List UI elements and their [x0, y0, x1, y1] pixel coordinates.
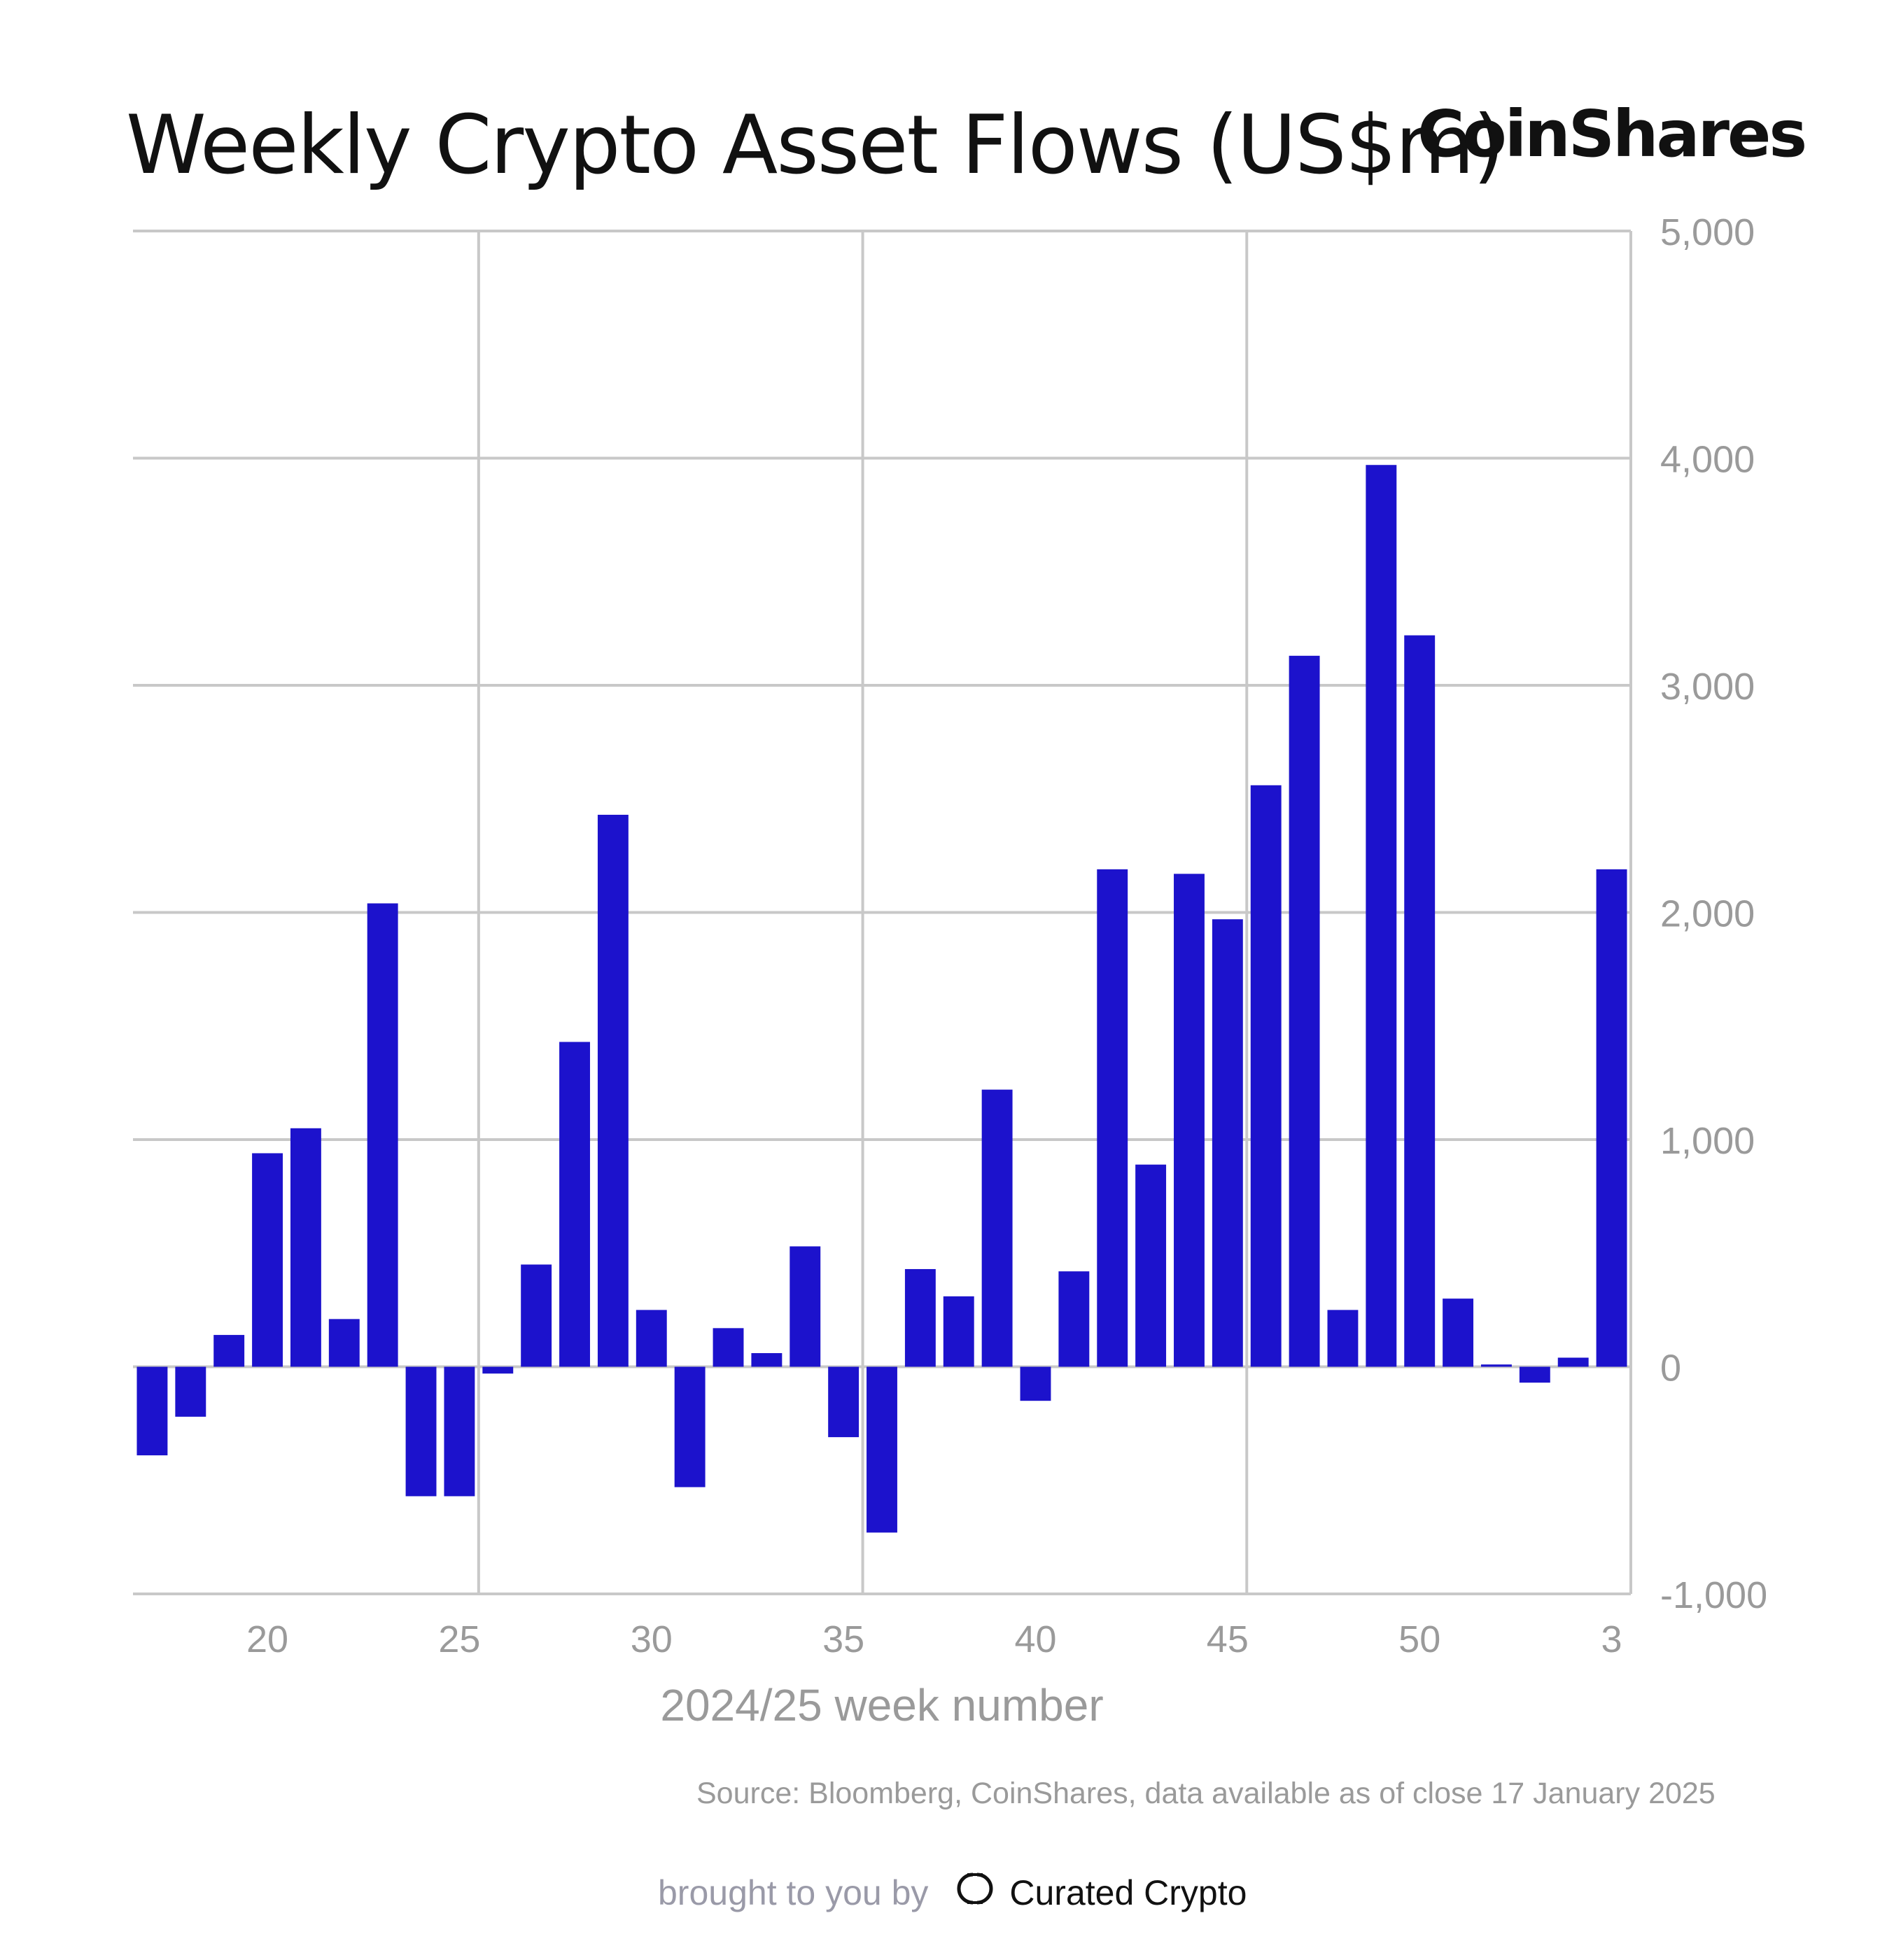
bar-week-36	[867, 1366, 897, 1533]
footer-prefix: brought to you by	[658, 1873, 929, 1912]
x-tick-label: 45	[1207, 1618, 1249, 1660]
bar-week-25	[444, 1366, 475, 1497]
bar-week-30	[636, 1310, 667, 1367]
bar-week-18	[175, 1366, 206, 1417]
curated-crypto-logo-icon	[952, 1870, 998, 1915]
y-tick-label: 1,000	[1660, 1120, 1755, 1162]
bar-week-31	[674, 1366, 706, 1488]
bar-week-33	[751, 1353, 783, 1367]
bar-week-29	[597, 814, 629, 1367]
bar-week-20	[252, 1153, 283, 1367]
x-tick-label: 40	[1014, 1618, 1056, 1660]
bar-week-44	[1174, 874, 1205, 1367]
bar-chart: 5,000 4,000 3,000 2,000 1,000 0 -1,000 20 25 30 3…	[133, 211, 1767, 1730]
bar-week-38	[943, 1296, 974, 1367]
bar-week-37	[904, 1268, 936, 1367]
x-tick-label: 35	[822, 1618, 864, 1660]
bar-week-21	[290, 1128, 321, 1367]
y-tick-label: -1,000	[1660, 1574, 1767, 1616]
bar-week-26	[482, 1366, 514, 1374]
bar-week-22	[328, 1319, 360, 1367]
bar-week-34	[790, 1246, 821, 1367]
y-tick-label: 3,000	[1660, 666, 1755, 708]
bar-week-19	[213, 1335, 245, 1367]
bar-week-24	[405, 1366, 437, 1497]
chart-title: Weekly Crypto Asset Flows (US$m)	[126, 98, 1505, 192]
brand-logo: CoinShares	[1417, 97, 1807, 172]
bar-week-48	[1327, 1310, 1359, 1367]
x-tick-label: 20	[246, 1618, 288, 1660]
bar-week-52	[1481, 1364, 1512, 1367]
x-tick-label: 50	[1398, 1618, 1440, 1660]
bar-week-28	[559, 1042, 590, 1367]
bars	[136, 465, 1627, 1533]
y-tick-label: 0	[1660, 1348, 1681, 1390]
x-tick-label: 3	[1601, 1618, 1622, 1660]
bar-week-2	[1557, 1357, 1589, 1367]
bar-week-17	[136, 1366, 168, 1456]
bar-week-35	[828, 1366, 860, 1438]
x-axis-tick-labels: 20 25 30 35 40 45 50 3	[246, 1618, 1622, 1660]
bar-week-27	[521, 1264, 552, 1367]
bar-week-3	[1596, 869, 1627, 1367]
footer-brand-name: Curated Crypto	[1009, 1873, 1247, 1912]
x-tick-label: 30	[631, 1618, 673, 1660]
bar-week-51	[1443, 1298, 1474, 1367]
bar-week-23	[367, 903, 398, 1367]
bar-week-46	[1250, 785, 1282, 1367]
bar-week-39	[981, 1089, 1013, 1367]
y-tick-label: 5,000	[1660, 211, 1755, 253]
bar-week-47	[1289, 655, 1320, 1367]
bar-week-1	[1519, 1366, 1550, 1383]
x-axis-label: 2024/25 week number	[660, 1680, 1103, 1730]
bar-week-43	[1135, 1164, 1167, 1367]
bar-week-45	[1212, 919, 1243, 1367]
x-tick-label: 25	[438, 1618, 480, 1660]
bar-week-42	[1097, 869, 1128, 1367]
bar-week-50	[1404, 635, 1436, 1367]
bar-week-40	[1020, 1366, 1051, 1401]
bar-week-32	[713, 1328, 744, 1367]
y-tick-label: 2,000	[1660, 893, 1755, 935]
y-tick-label: 4,000	[1660, 439, 1755, 481]
y-axis-tick-labels: 5,000 4,000 3,000 2,000 1,000 0 -1,000	[1660, 211, 1767, 1616]
bar-week-49	[1366, 465, 1397, 1367]
footer: brought to you by Curated Crypto	[658, 1870, 1247, 1915]
bar-week-41	[1058, 1271, 1090, 1367]
source-note: Source: Bloomberg, CoinShares, data avai…	[696, 1777, 1716, 1810]
